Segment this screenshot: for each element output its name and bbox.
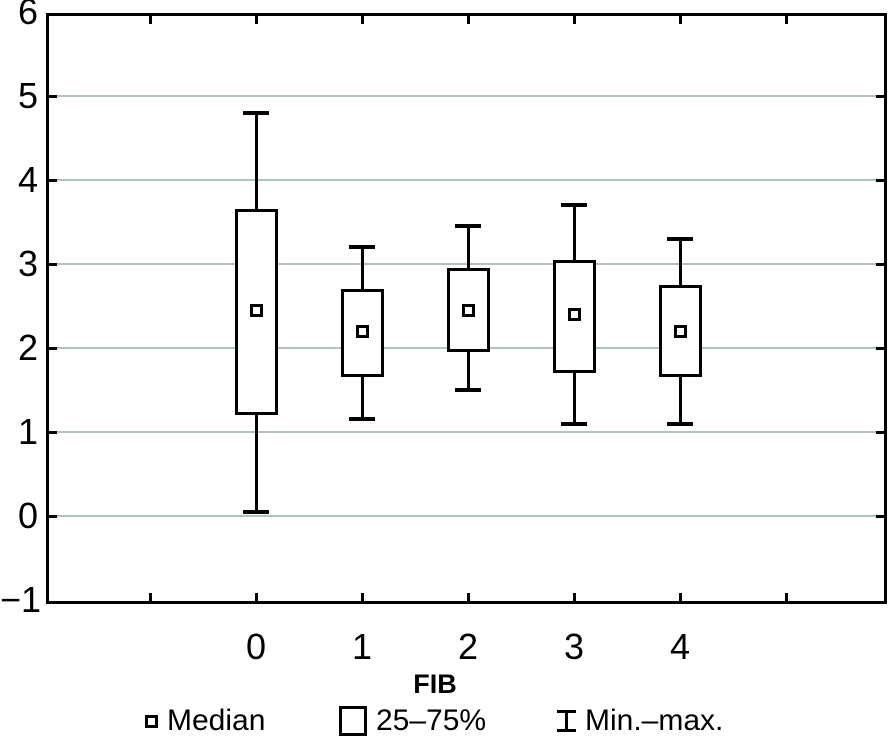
gridline [49,431,884,433]
whisker-cap-max [667,236,693,241]
median-marker [355,324,369,338]
y-axis-label: 1 [17,411,38,452]
y-axis-tick-left [49,95,57,98]
y-axis-tick-right [876,347,884,350]
y-axis-label: 4 [17,159,38,200]
legend-label-median: Median [167,704,266,737]
legend-item-minmax: Min.–max. [557,703,723,739]
x-axis-tick-top [679,16,682,24]
plot-area [46,13,887,604]
median-marker [567,307,581,321]
y-axis-label: 5 [17,75,38,116]
x-axis-tick-bottom [679,593,682,601]
y-axis-tick-right [876,179,884,182]
whisker-cap-min [561,421,587,426]
x-axis-label: 3 [563,626,585,667]
y-axis-tick-left [49,515,57,518]
median-marker [461,303,475,317]
whisker-cap-min [455,388,481,392]
y-axis-label: 6 [17,0,38,32]
x-axis-tick-bottom [785,593,788,601]
gridline [49,179,884,181]
y-axis-label: 2 [17,327,38,368]
x-axis-tick-bottom [361,593,364,601]
x-axis-tick-top [149,16,152,24]
x-axis-label: 4 [669,626,691,667]
y-axis-tick-right [876,263,884,266]
y-axis-tick-left [49,263,57,266]
median-marker [249,303,263,317]
whisker-cap-max [455,224,481,229]
y-axis-tick-right [876,431,884,434]
y-axis-tick-left [49,431,57,434]
legend-label-minmax: Min.–max. [585,704,724,737]
median-square-icon [145,714,158,728]
y-axis-label: 0 [17,495,38,536]
x-axis-tick-top [255,16,258,24]
whisker-cap-min [243,509,269,514]
whisker-cap-max [349,245,375,250]
y-axis-tick-right [876,95,884,98]
y-axis-tick-left [49,179,57,182]
x-axis-tick-top [467,16,470,24]
whisker-cap-max [561,203,587,208]
x-axis-tick-top [573,16,576,24]
x-axis-tick-bottom [467,593,470,601]
iqr-box-icon [339,706,367,736]
x-axis-tick-top [785,16,788,24]
whisker-cap-max [243,110,269,115]
x-axis-tick-bottom [149,593,152,601]
iqr-box [340,289,384,378]
median-marker [673,324,687,338]
x-axis-tick-bottom [255,593,258,601]
x-axis-title: FIB [413,669,457,699]
x-axis-tick-top [361,16,364,24]
legend-item-iqr: 25–75% [339,703,486,739]
y-axis-label: 3 [17,243,38,284]
x-axis-label: 1 [351,626,373,667]
gridline [49,95,884,97]
y-axis-tick-left [49,347,57,350]
y-axis-tick-right [876,515,884,518]
y-axis-label: −1 [0,579,42,620]
whisker-cap-min [349,417,375,422]
x-axis-tick-bottom [573,593,576,601]
whisker-cap-min [667,421,693,426]
x-axis-label: 0 [245,626,267,667]
minmax-whisker-icon [557,710,576,732]
x-axis-label: 2 [457,626,479,667]
legend-label-iqr: 25–75% [376,704,487,737]
legend-item-median: Median [145,703,265,739]
gridline [49,515,884,517]
